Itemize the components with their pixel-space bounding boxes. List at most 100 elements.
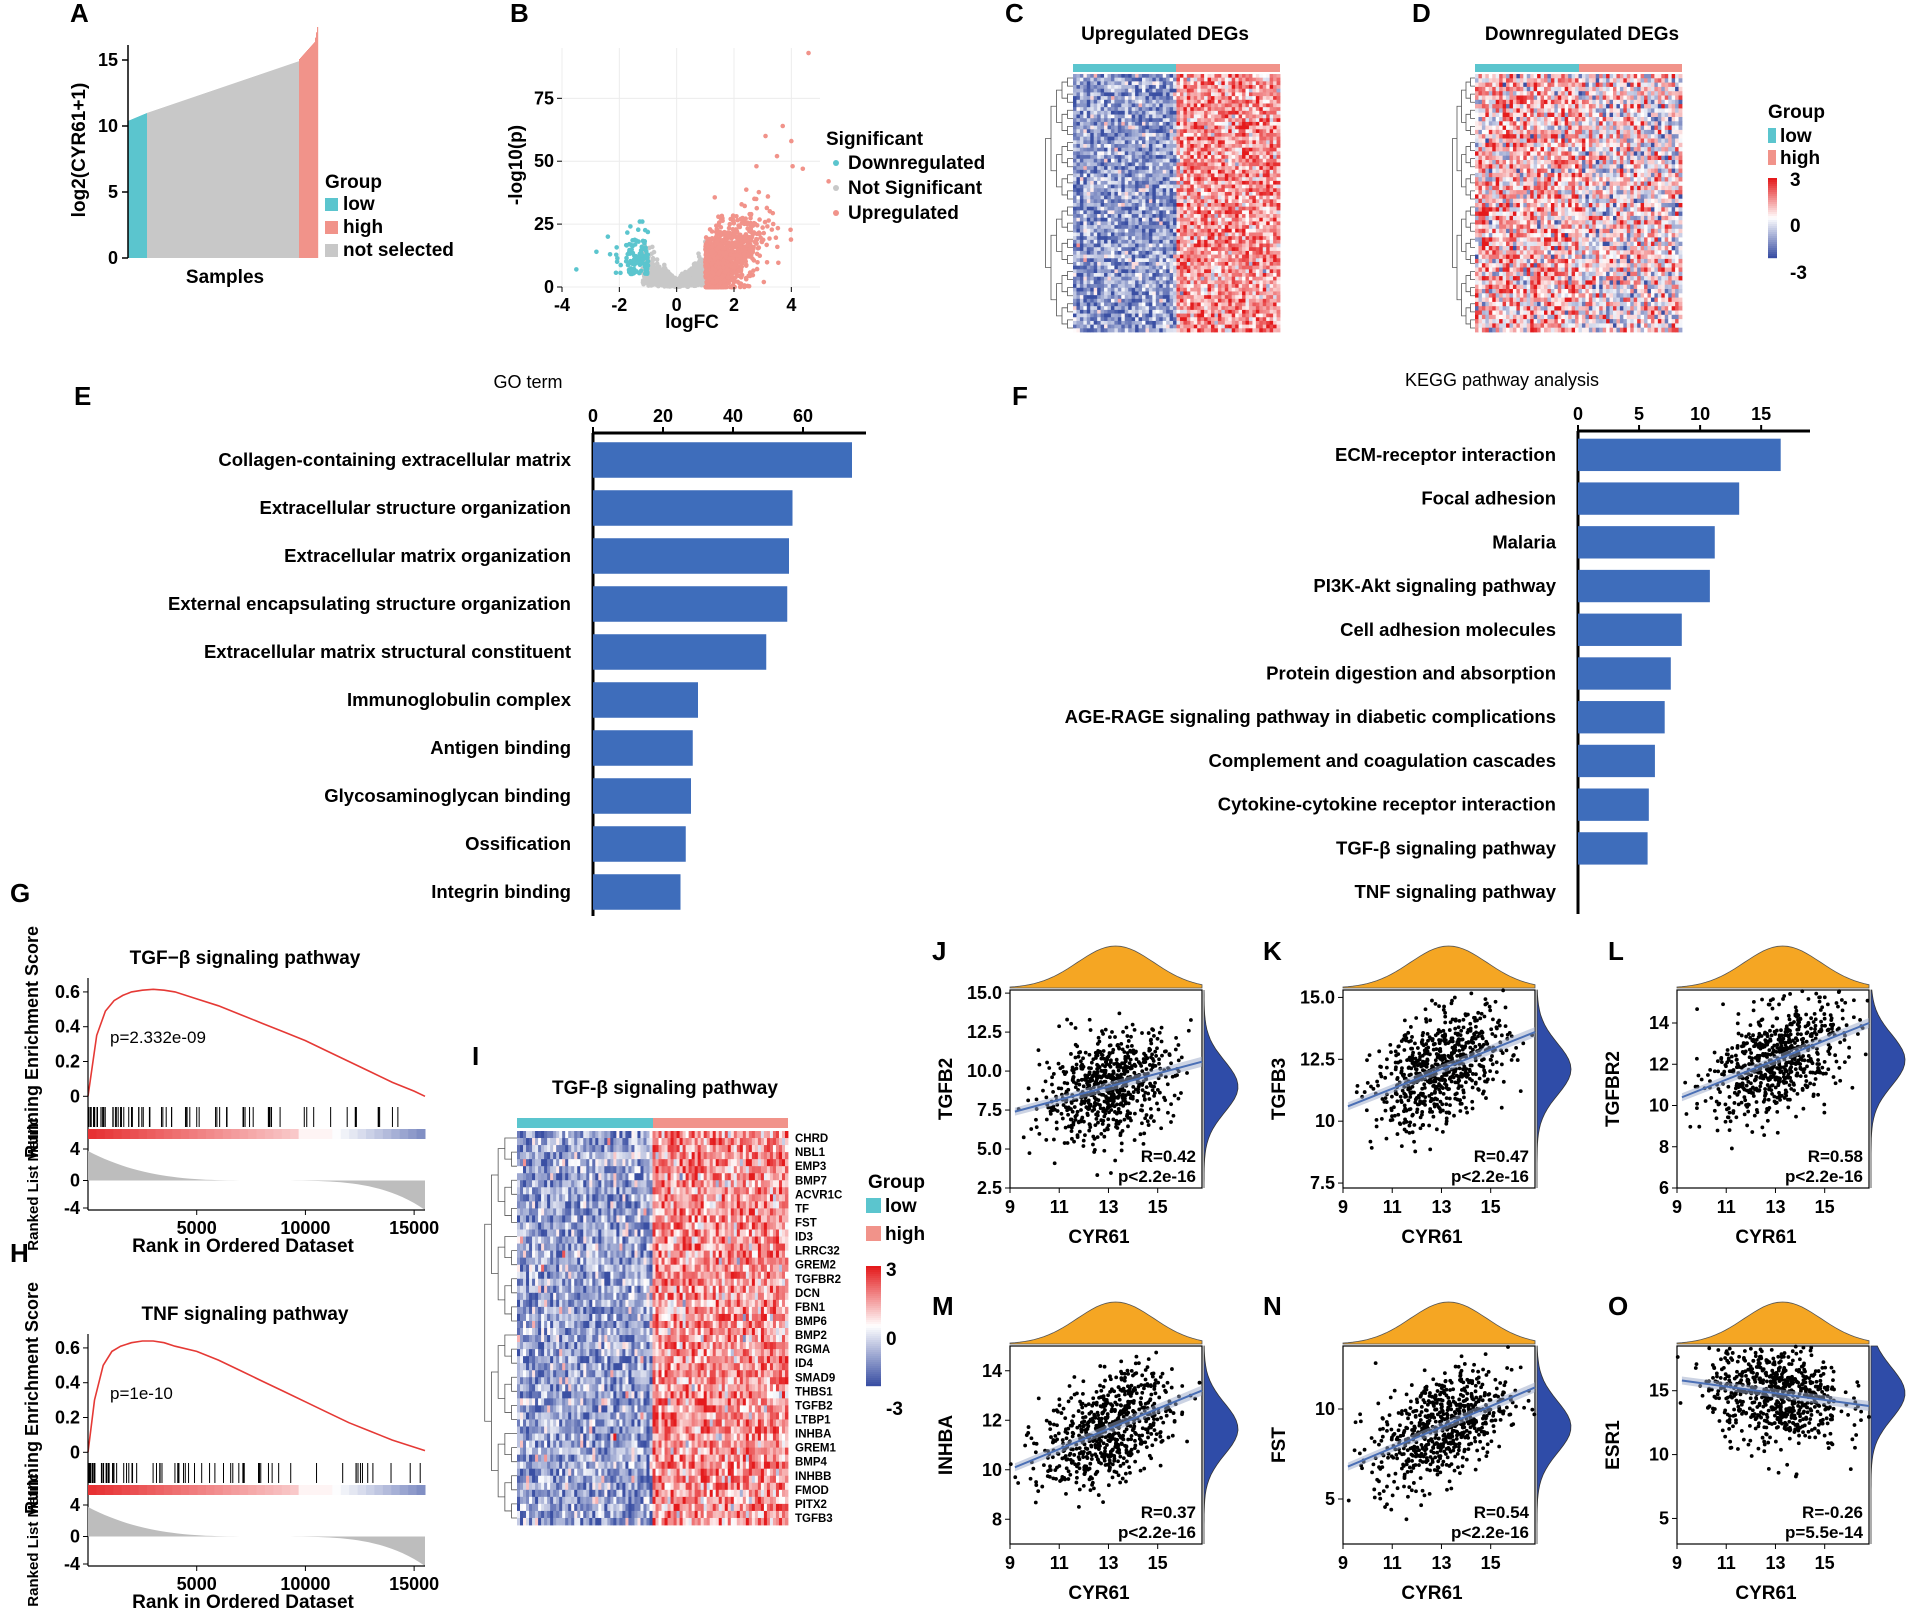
heat-cell [1166,225,1170,230]
point-downregulated [613,270,619,276]
heat-cell [1231,140,1236,145]
heat-cell [1266,99,1271,104]
heat-cell [1145,77,1150,82]
heat-cell [1214,173,1219,178]
heat-cell [1183,92,1188,97]
heat-cell [1135,77,1139,82]
point-upregulated [765,194,771,199]
heat-cell [1211,166,1215,171]
heat-cell [1131,199,1136,204]
heat-cell [1273,210,1277,215]
panel-letter-E: E [74,381,91,411]
heat-cell [1073,144,1077,149]
heat-cell [1152,199,1157,204]
heat-cell [1186,125,1191,130]
heat-cell [1086,210,1091,215]
heat-cell [1276,118,1281,123]
heat-cell [1242,203,1246,208]
heat-cell [1231,114,1236,119]
heat-cell [1142,151,1146,156]
heat-cell [1148,107,1153,112]
point-upregulated [715,260,721,266]
heat-cell [1211,217,1215,222]
heat-cell [1269,184,1274,189]
point-upregulated [775,244,780,250]
heat-cell [1200,173,1205,178]
heat-cell [1231,96,1236,101]
heat-cell [1169,103,1174,108]
heat-cell [1266,144,1271,149]
heat-cell [1086,96,1091,101]
heat-cell [1235,217,1239,222]
heat-cell [1104,125,1108,130]
heat-cell [1169,99,1174,104]
heat-cell [1273,118,1277,123]
heat-cell [1259,169,1264,174]
heat-cell [1262,155,1267,160]
heat-cell [1186,199,1191,204]
heat-cell [1114,121,1119,126]
heat-cell [1186,217,1191,222]
heat-cell [1142,107,1146,112]
heat-cell [1204,77,1208,82]
heat-cell [1228,88,1233,93]
heat-cell [1093,110,1098,115]
bar-sample [266,72,268,258]
heat-cell [1224,125,1229,130]
heat-cell [1073,210,1077,215]
bar-sample [238,81,240,258]
heat-cell [1269,173,1274,178]
heat-cell [1110,85,1115,90]
heat-cell [1159,125,1164,130]
heat-cell [1159,210,1164,215]
heat-cell [1152,151,1157,156]
heat-cell [1155,114,1160,119]
heat-cell [1214,184,1219,189]
heat-cell [1148,180,1153,185]
heat-cell [1086,169,1091,174]
heat-cell [1097,85,1101,90]
heat-cell [1217,184,1222,189]
heat-cell [1190,188,1195,193]
heat-cell [1138,221,1143,226]
bar-sample [284,66,286,258]
heat-cell [1145,96,1150,101]
heat-cell [1179,74,1184,79]
heat-cell [1076,96,1081,101]
heat-cell [1186,92,1191,97]
heat-cell [1093,203,1098,208]
heat-cell [1148,125,1153,130]
heat-cell [1197,147,1202,152]
heat-cell [1173,158,1177,163]
heat-cell [1162,169,1167,174]
heat-cell [1179,199,1184,204]
heat-cell [1131,125,1136,130]
heat-cell [1173,166,1177,171]
legend-dot [833,185,839,191]
heat-cell [1107,107,1112,112]
heat-cell [1162,162,1167,167]
heat-cell [1252,169,1257,174]
heat-cell [1214,203,1219,208]
heat-cell [1259,121,1264,126]
heat-cell [1242,166,1246,171]
heat-cell [1131,92,1136,97]
heat-cell [1155,77,1160,82]
point-downregulated [638,268,644,274]
heat-cell [1159,77,1164,82]
heat-cell [1262,99,1267,104]
heat-cell [1238,217,1243,222]
heat-cell [1276,99,1281,104]
heat-cell [1093,129,1098,134]
bar-sample [274,69,276,258]
heat-cell [1273,144,1277,149]
heat-cell [1252,206,1257,211]
point-upregulated [742,257,748,262]
heat-cell [1224,210,1229,215]
heat-cell [1093,158,1098,163]
heat-cell [1131,107,1136,112]
heat-cell [1083,184,1088,189]
heat-cell [1179,188,1184,193]
heat-cell [1083,206,1088,211]
heat-cell [1238,169,1243,174]
